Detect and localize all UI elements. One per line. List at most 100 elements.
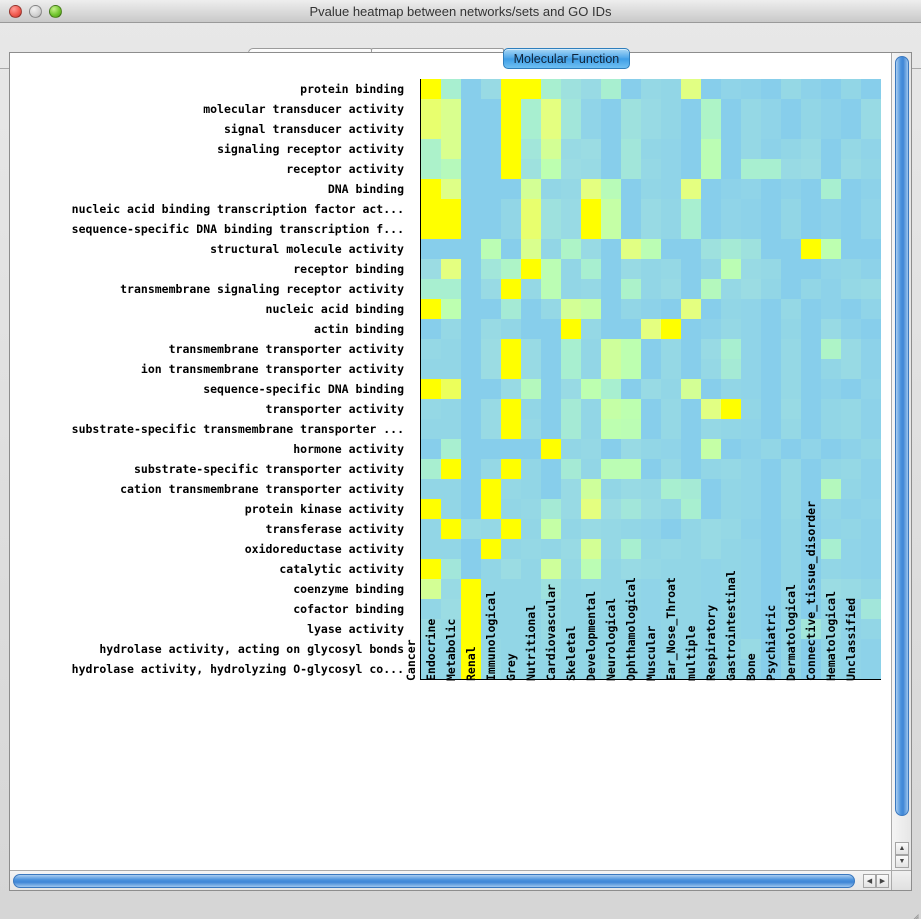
heatmap-cell[interactable] — [481, 479, 501, 499]
heatmap-cell[interactable] — [721, 559, 741, 579]
heatmap-cell[interactable] — [501, 259, 521, 279]
heatmap-cell[interactable] — [521, 579, 541, 599]
heatmap-cell[interactable] — [641, 139, 661, 159]
heatmap-cell[interactable] — [801, 139, 821, 159]
heatmap-cell[interactable] — [781, 239, 801, 259]
heatmap-cell[interactable] — [821, 299, 841, 319]
heatmap-cell[interactable] — [481, 79, 501, 99]
heatmap-cell[interactable] — [781, 99, 801, 119]
heatmap-cell[interactable] — [821, 599, 841, 619]
heatmap-cell[interactable] — [501, 159, 521, 179]
heatmap-cell[interactable] — [421, 479, 441, 499]
heatmap-cell[interactable] — [421, 139, 441, 159]
heatmap-cell[interactable] — [521, 419, 541, 439]
heatmap-cell[interactable] — [441, 319, 461, 339]
heatmap-cell[interactable] — [861, 359, 881, 379]
heatmap-cell[interactable] — [601, 459, 621, 479]
heatmap-cell[interactable] — [461, 279, 481, 299]
heatmap-cell[interactable] — [561, 499, 581, 519]
heatmap-cell[interactable] — [541, 559, 561, 579]
heatmap-cell[interactable] — [601, 539, 621, 559]
heatmap-cell[interactable] — [721, 499, 741, 519]
heatmap-cell[interactable] — [561, 319, 581, 339]
heatmap-cell[interactable] — [541, 219, 561, 239]
heatmap-cell[interactable] — [821, 419, 841, 439]
heatmap-cell[interactable] — [541, 279, 561, 299]
heatmap-cell[interactable] — [761, 499, 781, 519]
heatmap-cell[interactable] — [861, 99, 881, 119]
heatmap-cell[interactable] — [561, 619, 581, 639]
scroll-right-icon[interactable]: ▶ — [876, 874, 889, 888]
heatmap-cell[interactable] — [541, 359, 561, 379]
heatmap-cell[interactable] — [441, 299, 461, 319]
heatmap-cell[interactable] — [681, 339, 701, 359]
heatmap-cell[interactable] — [781, 599, 801, 619]
heatmap-cell[interactable] — [461, 399, 481, 419]
heatmap-cell[interactable] — [621, 359, 641, 379]
heatmap-cell[interactable] — [861, 619, 881, 639]
heatmap-cell[interactable] — [701, 139, 721, 159]
heatmap-cell[interactable] — [501, 659, 521, 679]
heatmap-cell[interactable] — [781, 379, 801, 399]
heatmap-cell[interactable] — [601, 499, 621, 519]
heatmap-cell[interactable] — [421, 339, 441, 359]
heatmap-cell[interactable] — [641, 379, 661, 399]
close-button[interactable] — [9, 5, 22, 18]
heatmap-cell[interactable] — [781, 419, 801, 439]
heatmap-cell[interactable] — [721, 519, 741, 539]
heatmap-cell[interactable] — [661, 279, 681, 299]
heatmap-cell[interactable] — [641, 479, 661, 499]
heatmap-cell[interactable] — [601, 619, 621, 639]
heatmap-cell[interactable] — [581, 359, 601, 379]
heatmap-cell[interactable] — [481, 439, 501, 459]
heatmap-cell[interactable] — [741, 199, 761, 219]
heatmap-cell[interactable] — [861, 219, 881, 239]
heatmap-cell[interactable] — [721, 659, 741, 679]
heatmap-cell[interactable] — [541, 199, 561, 219]
heatmap-cell[interactable] — [661, 399, 681, 419]
heatmap-cell[interactable] — [601, 99, 621, 119]
heatmap-cell[interactable] — [841, 359, 861, 379]
heatmap-cell[interactable] — [661, 239, 681, 259]
heatmap-cell[interactable] — [721, 279, 741, 299]
heatmap-cell[interactable] — [801, 479, 821, 499]
heatmap-cell[interactable] — [501, 639, 521, 659]
heatmap-cell[interactable] — [581, 399, 601, 419]
heatmap-cell[interactable] — [521, 119, 541, 139]
heatmap-cell[interactable] — [561, 359, 581, 379]
heatmap-cell[interactable] — [601, 79, 621, 99]
heatmap-cell[interactable] — [421, 519, 441, 539]
heatmap-cell[interactable] — [801, 79, 821, 99]
heatmap-cell[interactable] — [541, 479, 561, 499]
heatmap-cell[interactable] — [481, 219, 501, 239]
heatmap-cell[interactable] — [461, 479, 481, 499]
heatmap-cell[interactable] — [421, 99, 441, 119]
heatmap-cell[interactable] — [641, 159, 661, 179]
heatmap-cell[interactable] — [701, 99, 721, 119]
heatmap-cell[interactable] — [841, 539, 861, 559]
heatmap-cell[interactable] — [821, 619, 841, 639]
heatmap-cell[interactable] — [741, 239, 761, 259]
heatmap-cell[interactable] — [861, 319, 881, 339]
heatmap-cell[interactable] — [501, 479, 521, 499]
heatmap-cell[interactable] — [461, 579, 481, 599]
heatmap-cell[interactable] — [541, 239, 561, 259]
heatmap-cell[interactable] — [681, 139, 701, 159]
heatmap-cell[interactable] — [701, 559, 721, 579]
scroll-down-icon[interactable]: ▼ — [895, 855, 909, 868]
heatmap-cell[interactable] — [841, 599, 861, 619]
heatmap-cell[interactable] — [441, 579, 461, 599]
heatmap-cell[interactable] — [441, 259, 461, 279]
heatmap-cell[interactable] — [601, 419, 621, 439]
heatmap-cell[interactable] — [841, 559, 861, 579]
heatmap-cell[interactable] — [501, 299, 521, 319]
heatmap-cell[interactable] — [641, 299, 661, 319]
heatmap-cell[interactable] — [701, 119, 721, 139]
heatmap-cell[interactable] — [741, 219, 761, 239]
heatmap-cell[interactable] — [521, 99, 541, 119]
heatmap-cell[interactable] — [721, 79, 741, 99]
heatmap-cell[interactable] — [561, 419, 581, 439]
heatmap-cell[interactable] — [741, 339, 761, 359]
heatmap-cell[interactable] — [561, 659, 581, 679]
heatmap-cell[interactable] — [581, 499, 601, 519]
